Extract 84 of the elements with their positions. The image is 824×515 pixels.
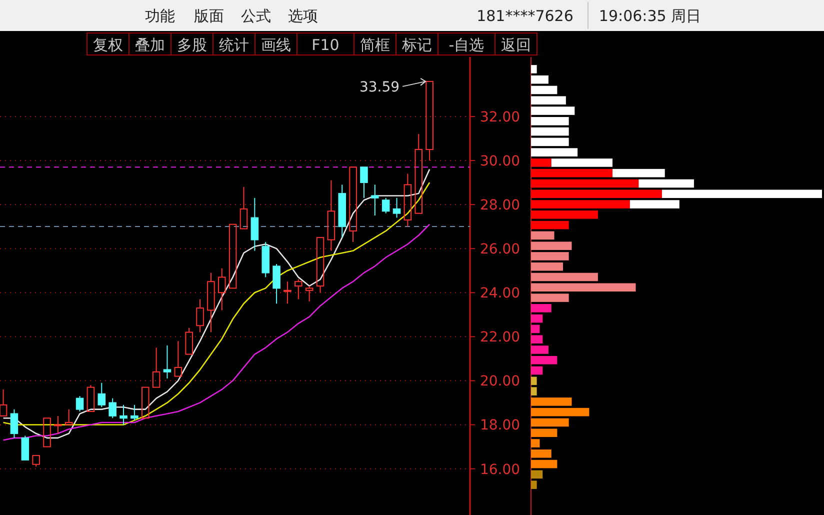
bar [531,252,569,260]
bar [638,179,694,188]
text: F10 [312,36,340,54]
bar [531,480,537,489]
candlestick [207,272,215,333]
candlestick [196,298,204,333]
text: 多股 [177,36,207,54]
candlestick [327,180,336,252]
text: 简框 [360,36,390,54]
bar [662,190,822,198]
bar [531,460,558,468]
bar [531,470,543,479]
line-series [2,224,430,441]
bar [531,190,662,198]
y-tick-label: 18.00 [480,418,520,434]
bar [531,376,537,386]
bar [531,387,537,396]
bar [531,138,569,146]
candlestick [218,268,226,311]
bar [531,127,569,136]
y-tick-label: 22.00 [480,330,520,346]
bar [531,428,558,438]
bar [531,168,612,178]
bar [531,65,537,74]
text: 181****7626 [476,7,574,25]
text: 返回 [501,36,531,54]
bar [531,439,540,448]
text: 画线 [261,36,291,54]
bar [531,242,572,250]
bar [531,106,575,115]
bar [531,346,548,354]
text: 19:06:35 周日 [598,7,702,25]
bar [531,272,598,282]
y-tick-label: 26.00 [480,242,520,258]
bar [531,148,578,156]
bar [531,398,572,406]
y-tick-label: 20.00 [480,374,520,390]
text: -自选 [448,36,484,54]
bar [531,96,566,105]
bar [531,179,639,188]
bar [531,220,569,230]
bar [531,158,552,167]
bar [531,418,569,427]
bar [531,366,543,375]
candlestick [371,184,379,216]
bar [630,200,680,208]
bar [531,324,540,334]
y-tick-label: 32.00 [480,109,520,126]
bar [531,449,552,458]
text: 复权 [93,36,123,54]
text: 统计 [219,36,249,54]
bar [531,356,558,364]
candlestick [338,184,346,238]
bar [612,168,665,178]
candlestick [404,173,412,228]
candlestick [163,344,172,379]
bar [531,408,590,416]
bar [531,304,552,312]
y-tick-label: 24.00 [480,286,520,302]
y-tick-label: 28.00 [480,198,520,214]
y-tick-label: 30.00 [480,153,520,170]
text: 标记 [401,36,432,54]
text: 公式 [241,7,271,25]
candlestick [120,404,128,426]
bar [531,283,636,292]
bar [531,294,569,302]
bar [531,314,543,323]
bar [531,86,558,94]
text: 选项 [288,7,318,25]
text: 版面 [194,7,224,25]
bar [531,116,569,126]
bar [531,231,554,240]
candlestick [284,281,292,304]
bar [531,200,630,208]
text: 功能 [145,7,175,25]
bar [551,158,612,167]
bar [531,262,564,271]
bar [531,335,543,344]
text: 叠加 [135,36,165,54]
bar [531,75,548,84]
candlestick [250,197,259,252]
annotation: 33.59 [359,79,400,96]
y-tick-label: 16.00 [480,462,520,478]
bar [531,210,598,219]
